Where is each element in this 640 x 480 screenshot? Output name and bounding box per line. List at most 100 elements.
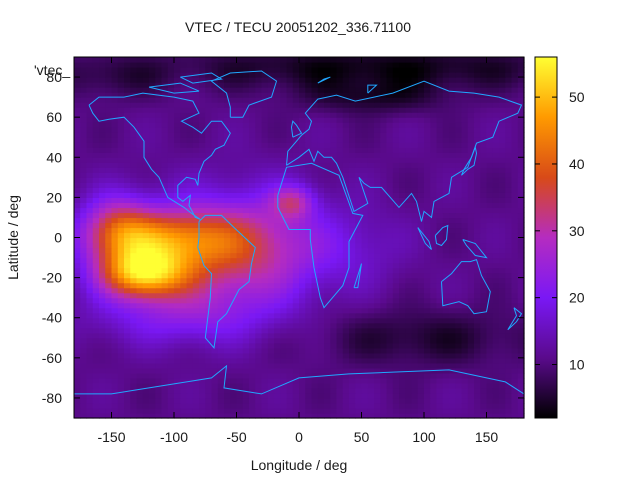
- heatmap-cell: [374, 257, 381, 264]
- heatmap-cell: [505, 212, 513, 219]
- heatmap-cell: [392, 242, 400, 249]
- heatmap-cell: [349, 187, 356, 193]
- heatmap-cell: [192, 352, 200, 359]
- heatmap-cell: [230, 197, 238, 203]
- heatmap-cell: [180, 282, 188, 289]
- heatmap-cell: [424, 212, 431, 219]
- heatmap-cell: [92, 212, 100, 219]
- heatmap-cell: [236, 352, 244, 359]
- heatmap-cell: [480, 387, 488, 394]
- heatmap-cell: [124, 392, 131, 399]
- heatmap-cell: [474, 232, 481, 239]
- heatmap-cell: [336, 87, 344, 93]
- heatmap-cell: [117, 282, 125, 289]
- heatmap-cell: [424, 122, 431, 128]
- heatmap-cell: [486, 162, 494, 168]
- heatmap-cell: [492, 92, 500, 98]
- heatmap-cell: [399, 77, 406, 83]
- heatmap-cell: [467, 202, 475, 209]
- heatmap-cell: [380, 117, 388, 123]
- heatmap-cell: [374, 307, 381, 314]
- heatmap-cell: [336, 272, 344, 279]
- heatmap-cell: [392, 317, 400, 324]
- heatmap-cell: [117, 112, 125, 118]
- heatmap-cell: [86, 362, 94, 369]
- heatmap-cell: [249, 302, 256, 309]
- heatmap-cell: [299, 92, 306, 98]
- heatmap-cell: [505, 237, 513, 244]
- heatmap-cell: [305, 212, 313, 219]
- heatmap-cell: [217, 117, 225, 123]
- heatmap-cell: [167, 262, 175, 269]
- heatmap-cell: [274, 397, 281, 404]
- heatmap-cell: [442, 337, 450, 344]
- heatmap-cell: [142, 382, 150, 389]
- heatmap-cell: [267, 227, 275, 234]
- heatmap-cell: [511, 222, 519, 229]
- heatmap-cell: [392, 277, 400, 284]
- heatmap-cell: [367, 92, 375, 98]
- heatmap-cell: [92, 157, 100, 163]
- heatmap-cell: [267, 387, 275, 394]
- heatmap-cell: [424, 187, 431, 193]
- heatmap-cell: [505, 107, 513, 113]
- heatmap-cell: [511, 152, 519, 158]
- heatmap-cell: [474, 272, 481, 279]
- heatmap-cell: [105, 392, 113, 399]
- heatmap-cell: [367, 292, 375, 299]
- heatmap-cell: [86, 222, 94, 229]
- heatmap-cell: [149, 292, 156, 299]
- heatmap-cell: [174, 267, 181, 274]
- heatmap-cell: [330, 212, 338, 219]
- heatmap-cell: [499, 182, 506, 188]
- heatmap-cell: [449, 362, 456, 369]
- heatmap-cell: [142, 67, 150, 73]
- heatmap-cell: [255, 127, 263, 133]
- heatmap-cell: [324, 142, 331, 148]
- heatmap-cell: [349, 342, 356, 349]
- heatmap-cell: [386, 402, 394, 409]
- heatmap-cell: [430, 142, 438, 148]
- heatmap-cell: [199, 372, 206, 379]
- heatmap-cell: [211, 112, 219, 118]
- heatmap-cell: [167, 157, 175, 163]
- heatmap-cell: [136, 367, 144, 374]
- heatmap-cell: [142, 307, 150, 314]
- heatmap-cell: [442, 222, 450, 229]
- heatmap-cell: [86, 242, 94, 249]
- heatmap-cell: [136, 292, 144, 299]
- heatmap-cell: [142, 182, 150, 188]
- heatmap-cell: [424, 412, 431, 419]
- heatmap-cell: [499, 237, 506, 244]
- heatmap-cell: [167, 257, 175, 264]
- heatmap-cell: [461, 267, 469, 274]
- heatmap-cell: [392, 362, 400, 369]
- heatmap-cell: [174, 112, 181, 118]
- heatmap-cell: [355, 152, 363, 158]
- heatmap-cell: [411, 132, 419, 138]
- heatmap-cell: [424, 337, 431, 344]
- heatmap-cell: [86, 142, 94, 148]
- heatmap-cell: [267, 232, 275, 239]
- heatmap-cell: [205, 377, 213, 384]
- heatmap-cell: [280, 202, 288, 209]
- heatmap-cell: [517, 277, 525, 284]
- heatmap-cell: [174, 272, 181, 279]
- heatmap-cell: [417, 412, 425, 419]
- heatmap-cell: [330, 302, 338, 309]
- heatmap-cell: [167, 342, 175, 349]
- heatmap-cell: [111, 247, 119, 254]
- heatmap-cell: [217, 177, 225, 183]
- heatmap-cell: [167, 297, 175, 304]
- heatmap-cell: [324, 157, 331, 163]
- heatmap-cell: [467, 97, 475, 103]
- heatmap-cell: [299, 322, 306, 329]
- heatmap-cell: [324, 152, 331, 158]
- heatmap-cell: [317, 302, 325, 309]
- heatmap-cell: [180, 317, 188, 324]
- heatmap-cell: [455, 207, 463, 214]
- heatmap-cell: [367, 407, 375, 414]
- heatmap-cells: [74, 57, 525, 419]
- heatmap-cell: [342, 297, 350, 304]
- heatmap-cell: [511, 227, 519, 234]
